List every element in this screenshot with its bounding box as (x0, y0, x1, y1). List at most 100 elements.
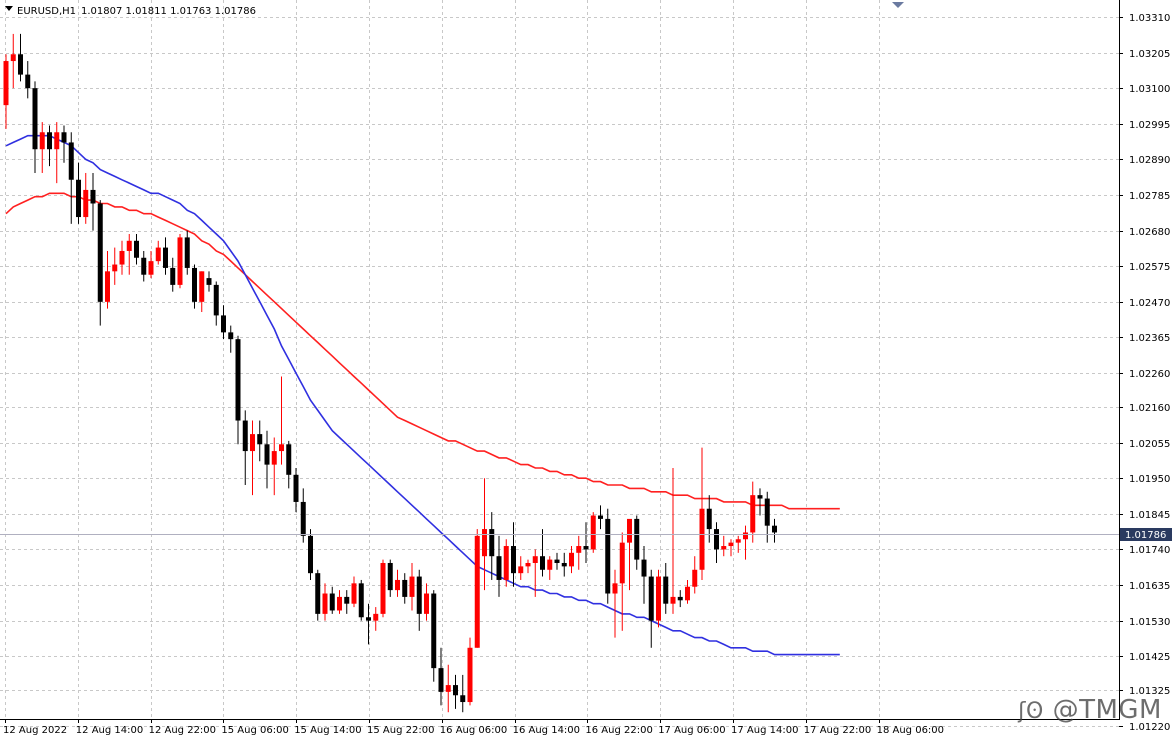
candle (148, 250, 154, 279)
candle (685, 579, 690, 604)
candle-body (358, 583, 364, 618)
candle-body (170, 267, 176, 285)
candle-body (47, 132, 52, 150)
candle (627, 518, 632, 591)
candle-body (184, 237, 190, 268)
candle (83, 172, 89, 224)
time-tick-label: 16 Aug 14:00 (513, 725, 580, 736)
candle (634, 515, 640, 570)
candle-body (279, 444, 284, 452)
watermark: ʃʘ @TMGM (1018, 695, 1162, 725)
chevron-down-icon[interactable] (5, 6, 13, 11)
candle-body (39, 132, 45, 150)
candle-body (228, 332, 234, 340)
candle-body (242, 420, 248, 452)
candle (170, 257, 176, 292)
candle-body (598, 515, 603, 519)
candle (561, 552, 567, 577)
candle-body (322, 593, 328, 614)
candle-body (329, 593, 335, 611)
candle (387, 559, 393, 597)
candle (54, 122, 60, 184)
candle (402, 573, 408, 604)
candle-body (112, 264, 118, 272)
candle-body (540, 556, 545, 570)
candle (163, 237, 168, 275)
candle-body (54, 132, 60, 150)
candle-body (409, 576, 415, 597)
candle (68, 132, 74, 224)
price-tick-label: 1.02575 (1129, 262, 1170, 273)
candle-body (61, 132, 67, 143)
price-tick-label: 1.03205 (1129, 49, 1170, 60)
candle-body (264, 444, 270, 465)
candle-body (199, 271, 205, 302)
candle (228, 325, 234, 353)
candles (3, 33, 777, 713)
candle (264, 430, 270, 489)
candle-body (68, 142, 74, 180)
price-tick-label: 1.02365 (1129, 333, 1170, 344)
candle (583, 522, 589, 563)
candle-body (192, 267, 197, 302)
time-tick-label: 16 Aug 06:00 (440, 725, 507, 736)
candle-body (750, 495, 756, 533)
price-tick-label: 1.01530 (1129, 617, 1170, 628)
candle-body (706, 508, 712, 530)
candle-body (685, 586, 690, 601)
time-tick-label: 12 Aug 2022 (3, 725, 67, 736)
candle-body (482, 529, 487, 557)
candle (619, 532, 625, 631)
candle-body (772, 525, 777, 533)
candle (518, 556, 524, 580)
ma-slow-line (5, 192, 840, 510)
candle-body (656, 576, 661, 621)
candle-body (496, 556, 502, 580)
candle-body (489, 529, 495, 557)
candle (97, 200, 103, 326)
candle-body (583, 546, 589, 550)
candle (250, 420, 255, 496)
candle-body (728, 542, 734, 547)
candle (728, 539, 734, 557)
candle (380, 559, 386, 618)
price-tick-label: 1.02680 (1129, 227, 1170, 238)
candle-body (148, 261, 154, 275)
candle (547, 556, 553, 580)
candle (424, 583, 429, 621)
candle (47, 125, 52, 167)
candle (315, 569, 321, 621)
candle-body (293, 474, 299, 502)
candle (141, 250, 147, 282)
candle-body (235, 339, 241, 421)
candle-body (757, 495, 763, 499)
candle (554, 552, 560, 570)
candle-body (743, 532, 748, 540)
candle (641, 546, 647, 604)
candle-body (25, 74, 31, 89)
candle-body (213, 284, 219, 316)
candle (467, 637, 473, 706)
candle (438, 647, 444, 706)
candle-body (561, 562, 567, 567)
candle-body (134, 240, 139, 258)
shift-marker-icon[interactable] (892, 2, 904, 8)
candle (279, 376, 284, 465)
candle (184, 230, 190, 275)
candle-body (141, 257, 147, 275)
candle (677, 590, 683, 608)
time-tick-label: 15 Aug 22:00 (367, 725, 434, 736)
candle (235, 335, 241, 445)
candle-body (315, 573, 321, 614)
candle-body (525, 562, 531, 567)
symbol-label: EURUSD,H1 (17, 6, 76, 17)
candle-body (416, 576, 422, 614)
candle (496, 535, 502, 597)
candle (3, 54, 9, 129)
candle (61, 125, 67, 163)
candle (453, 674, 458, 709)
candle-body (32, 88, 38, 150)
candle (648, 569, 654, 648)
candle (329, 586, 335, 614)
